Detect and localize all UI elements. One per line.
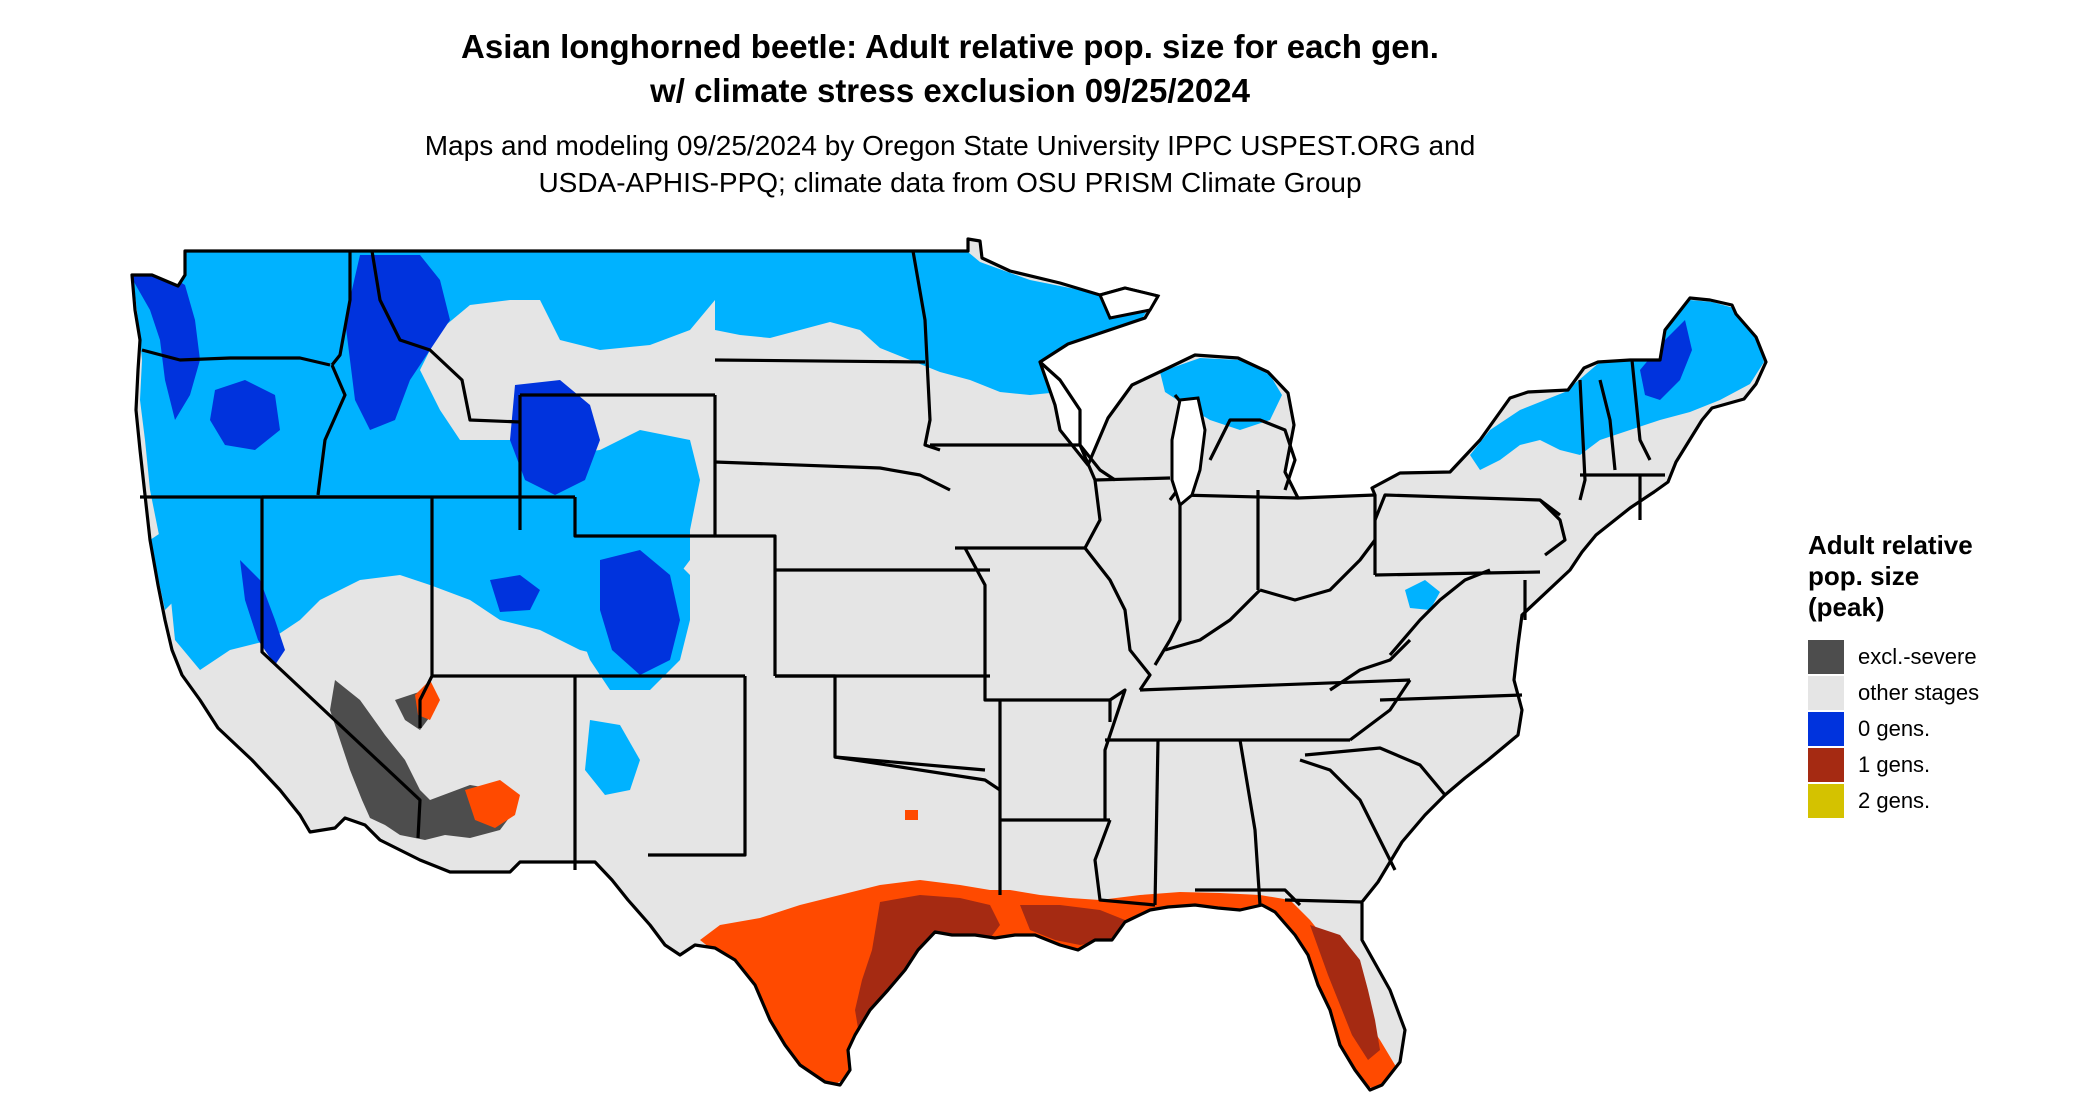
- legend-label-0-gens: 0 gens.: [1858, 716, 1931, 741]
- zero-gens-dark-uinta: [490, 575, 540, 612]
- one-gen-light-central-texas: [905, 810, 918, 820]
- border-nd-mn: [911, 250, 941, 452]
- zero-gens-dark-yellowstone: [510, 380, 600, 495]
- border-ca-nv: [260, 497, 422, 839]
- border-la-ms: [1093, 819, 1156, 907]
- legend-item-excl-severe: excl.-severe: [1808, 639, 2078, 675]
- border-nd-sd: [714, 358, 926, 364]
- zero-gens-light-appalachia: [1405, 580, 1440, 610]
- border-mi-in-oh: [1179, 493, 1299, 500]
- border-ok-tx: [834, 755, 1001, 792]
- map-credit-line-1: Maps and modeling 09/25/2024 by Oregon S…: [424, 130, 1476, 161]
- border-id-mt: [370, 250, 521, 424]
- one-gen-dark-louisiana: [1020, 905, 1125, 945]
- legend-title-line-1: Adult relative: [1808, 530, 1973, 560]
- border-wv-va: [1388, 568, 1491, 657]
- legend-title-line-2: pop. size: [1808, 561, 1920, 591]
- legend-item-0-gens: 0 gens.: [1808, 711, 2078, 747]
- border-al-ga: [1238, 739, 1262, 906]
- legend-label-other-stages: other stages: [1858, 680, 1980, 705]
- zero-gens-dark-maine: [1640, 320, 1692, 400]
- border-ny-vt-ma: [1578, 379, 1587, 501]
- legend-item-other-stages: other stages: [1808, 675, 2078, 711]
- legend-items: excl.-severe other stages 0 gens. 1 gens…: [1808, 639, 2078, 819]
- zero-gens-dark-northern-rockies: [345, 255, 450, 430]
- one-gen-light-gulf-coast: [700, 880, 1398, 1090]
- border-wi-il: [1094, 476, 1171, 482]
- legend-swatch-excl-severe: [1808, 640, 1844, 674]
- border-ia-il: [1078, 444, 1102, 549]
- zero-gens-light-new-england: [1470, 300, 1764, 470]
- border-vt-nh: [1598, 379, 1617, 471]
- border-ms-al: [1153, 739, 1160, 906]
- one-gen-light-sonoran: [465, 780, 520, 828]
- legend-label-excl-severe: excl.-severe: [1858, 644, 1977, 669]
- border-ut-wy-co: [573, 497, 715, 538]
- border-tn-nc: [1349, 679, 1412, 742]
- legend-swatch-2-gens: [1808, 784, 1844, 818]
- one-gen-dark-texas-coast: [855, 895, 1000, 1040]
- zero-gens-light-michigan: [1160, 358, 1282, 430]
- border-wa-id: [330, 251, 352, 366]
- legend-item-2-gens: 2 gens.: [1808, 783, 2078, 819]
- lake-superior-edge: [1097, 286, 1161, 320]
- zero-gens-dark-blue-mountains: [210, 380, 280, 450]
- border-wy-co: [713, 395, 777, 676]
- map-legend: Adult relative pop. size (peak) excl.-se…: [1808, 530, 2078, 819]
- border-ny-nj: [1538, 498, 1567, 557]
- map-title-line-1: Asian longhorned beetle: Adult relative …: [461, 28, 1439, 65]
- legend-swatch-other-stages: [1808, 676, 1844, 710]
- legend-label-2-gens: 2 gens.: [1858, 788, 1931, 813]
- border-id-or: [316, 364, 347, 496]
- lake-michigan: [1170, 396, 1207, 508]
- border-ky-va: [1329, 638, 1412, 692]
- border-ny-pa: [1373, 493, 1561, 521]
- zero-gens-light-pacific-coast: [150, 530, 180, 610]
- border-pa-md: [1374, 570, 1541, 577]
- border-sd-ne: [714, 460, 951, 492]
- map-credit-line-2: USDA-APHIS-PPQ; climate data from OSU PR…: [538, 167, 1362, 198]
- zero-gens-dark-colorado-rockies: [600, 550, 680, 675]
- border-ga-fl: [1284, 898, 1363, 904]
- us-outline: [130, 237, 1768, 1092]
- border-nv-ut: [418, 497, 434, 728]
- legend-item-1-gens: 1 gens.: [1808, 747, 2078, 783]
- zero-gens-light-four-corners: [585, 720, 640, 795]
- zero-gens-dark-cascades: [132, 270, 200, 420]
- state-borders: [130, 237, 1768, 1092]
- border-wa-or: [141, 348, 331, 367]
- legend-swatch-0-gens: [1808, 712, 1844, 746]
- border-ks-mo: [963, 547, 987, 676]
- border-ky-tn: [1139, 678, 1411, 692]
- legend-label-1-gens: 1 gens.: [1858, 752, 1931, 777]
- border-mo-ar-ok: [983, 676, 1112, 722]
- border-ar-ms-tn: [1103, 688, 1127, 820]
- border-il-in: [1153, 478, 1182, 666]
- map-title-line-2: w/ climate stress exclusion 09/25/2024: [650, 72, 1250, 109]
- michigan-lower-peninsula: [1208, 418, 1297, 491]
- legend-title-line-3: (peak): [1808, 592, 1885, 622]
- border-nh-me: [1630, 359, 1652, 461]
- border-oh-wv-ky: [1259, 539, 1377, 602]
- legend-swatch-1-gens: [1808, 748, 1844, 782]
- border-nm-tx-north: [648, 676, 747, 857]
- border-nc-sc: [1304, 746, 1447, 797]
- one-gen-dark-florida: [1310, 925, 1380, 1060]
- border-mn-wi: [1038, 360, 1116, 482]
- border-ga-sc: [1299, 758, 1397, 871]
- border-il-mo: [1083, 547, 1152, 691]
- border-va-nc: [1379, 693, 1523, 702]
- border-in-ky: [1164, 588, 1262, 652]
